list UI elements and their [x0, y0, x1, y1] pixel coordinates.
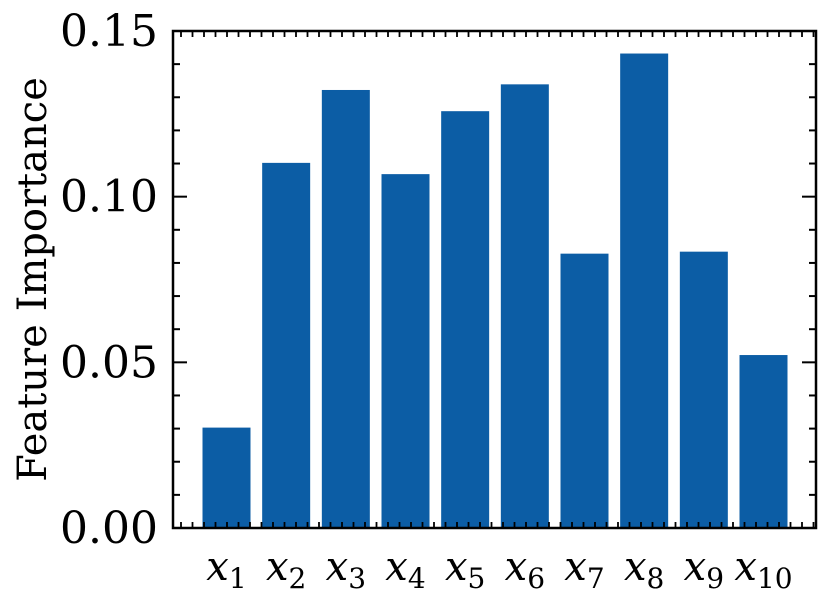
- x-tick-label-sub: 6: [527, 562, 545, 595]
- bar-2: [262, 162, 311, 528]
- y-tick-label-3: 0.15: [60, 6, 158, 57]
- y-tick-label-2: 0.10: [60, 172, 158, 223]
- x-tick-label-base: x: [266, 544, 289, 590]
- x-tick-label-base: x: [624, 544, 647, 590]
- bar-1: [202, 427, 251, 528]
- y-axis-label: Feature Importance: [10, 77, 56, 482]
- x-tick-label-base: x: [564, 544, 587, 590]
- x-tick-label-8: x8: [624, 544, 664, 595]
- x-tick-label-base: x: [206, 544, 229, 590]
- x-tick-label-sub: 9: [706, 562, 724, 595]
- bar-7: [560, 253, 609, 528]
- x-tick-label-2: x2: [266, 544, 306, 595]
- bar-8: [620, 53, 669, 528]
- bar-4: [381, 174, 430, 529]
- x-tick-label-10: x10: [734, 544, 792, 595]
- bar-9: [679, 251, 728, 528]
- x-tick-label-6: x6: [505, 544, 545, 595]
- x-tick-label-sub: 4: [408, 562, 426, 595]
- bar-5: [441, 111, 490, 528]
- bar-6: [500, 84, 549, 528]
- x-tick-label-sub: 7: [587, 562, 605, 595]
- x-tick-label-base: x: [385, 544, 408, 590]
- x-tick-label-4: x4: [385, 544, 425, 595]
- x-tick-label-5: x5: [445, 544, 485, 595]
- y-tick-labels: 0.00 0.05 0.10 0.15: [60, 6, 158, 554]
- x-tick-label-sub: 1: [229, 562, 247, 595]
- x-tick-label-7: x7: [564, 544, 604, 595]
- x-tick-label-9: x9: [684, 544, 724, 595]
- x-tick-label-sub: 10: [757, 562, 793, 595]
- x-tick-label-3: x3: [326, 544, 366, 595]
- x-tick-label-base: x: [326, 544, 349, 590]
- x-tick-label-sub: 3: [348, 562, 366, 595]
- x-tick-label-sub: 2: [289, 562, 307, 595]
- x-tick-labels: x1 x2 x3 x4 x5 x6 x7 x8 x9 x10: [206, 544, 792, 595]
- y-tick-label-0: 0.00: [60, 503, 158, 554]
- y-tick-label-1: 0.05: [60, 337, 158, 388]
- x-tick-label-1: x1: [206, 544, 246, 595]
- x-tick-label-sub: 5: [468, 562, 486, 595]
- x-tick-label-base: x: [505, 544, 528, 590]
- x-tick-label-base: x: [445, 544, 468, 590]
- bar-3: [321, 89, 370, 529]
- x-tick-label-sub: 8: [647, 562, 665, 595]
- plot-frame: [171, 29, 818, 530]
- bar-10: [739, 355, 788, 528]
- bars-group: [202, 53, 788, 529]
- x-tick-label-base: x: [734, 544, 757, 590]
- x-tick-label-base: x: [684, 544, 707, 590]
